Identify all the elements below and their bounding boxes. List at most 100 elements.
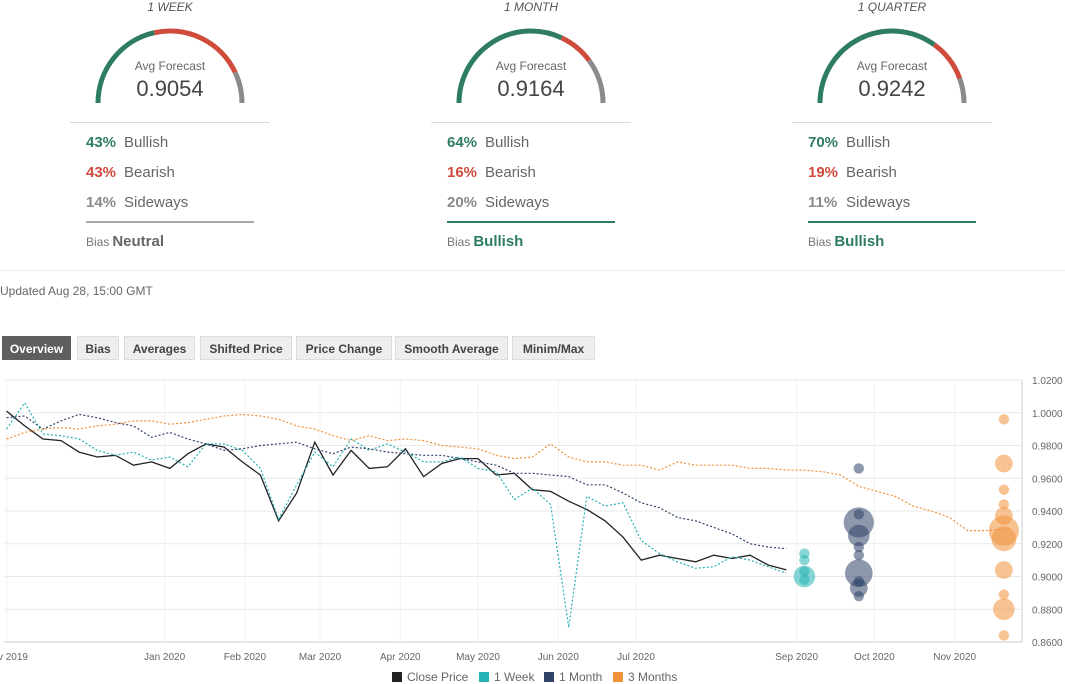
forecast-point: [799, 574, 810, 585]
tab-bias[interactable]: Bias: [77, 336, 119, 360]
bias-value: Bullish: [834, 233, 885, 250]
forecast-point: [799, 554, 810, 566]
x-tick-label: Apr 2020: [380, 652, 421, 663]
x-tick-label: Sep 2020: [775, 652, 818, 663]
x-tick-label: Mar 2020: [299, 652, 342, 663]
tab-shifted-price[interactable]: Shifted Price: [200, 336, 292, 360]
bullish-pct: 64%: [447, 134, 478, 151]
forecast-point: [994, 454, 1013, 473]
bias-value: Bullish: [473, 233, 524, 250]
gauge-arc-bull: [817, 28, 936, 104]
gauge-arc-side: [587, 59, 606, 104]
avg-forecast-value: 0.9242: [858, 76, 926, 101]
bias-label: Bias: [447, 235, 471, 249]
forecast-point: [998, 484, 1010, 495]
avg-forecast-value: 0.9054: [136, 76, 204, 101]
series-line-close-price: [6, 410, 787, 571]
gauge-arc-bear: [932, 42, 963, 80]
x-tick-label: Oct 2020: [854, 652, 895, 663]
bearish-label: Bearish: [846, 164, 897, 181]
sideways-label: Sideways: [846, 194, 911, 211]
divider: [792, 122, 992, 123]
forecast-point: [998, 589, 1010, 600]
tab-smooth-average[interactable]: Smooth Average: [395, 336, 508, 360]
panel-1-quarter: 1 QUARTER Avg Forecast 0.9242 70% Bullish…: [792, 0, 1032, 260]
tab-overview[interactable]: Overview: [2, 336, 71, 360]
forecast-point: [853, 541, 865, 553]
forecast-point: [998, 499, 1010, 510]
forecast-point: [848, 524, 870, 547]
bias-underline: [86, 221, 254, 223]
bias-label: Bias: [86, 235, 110, 249]
legend-3-months[interactable]: 3 Months: [613, 670, 677, 684]
bullish-label: Bullish: [846, 134, 891, 151]
legend-swatch: [392, 672, 402, 682]
sideways-row: 11% Sideways: [808, 194, 910, 211]
legend-1-month[interactable]: 1 Month: [544, 670, 602, 684]
avg-forecast-label: Avg Forecast: [856, 59, 928, 73]
tab-minim-max[interactable]: Minim/Max: [512, 336, 595, 360]
panel-title: 1 WEEK: [147, 0, 193, 14]
forecast-gauge: [456, 28, 606, 104]
panel-1-week: 1 WEEK Avg Forecast 0.9054 43% Bullish 43…: [70, 0, 310, 260]
chart-grid: [4, 379, 1022, 643]
gauge-arc-bear: [153, 28, 238, 74]
bias-row: Bias Neutral: [86, 233, 164, 250]
y-tick-label: 1.0200: [1032, 376, 1063, 387]
sideways-row: 20% Sideways: [447, 194, 549, 211]
section-divider: [0, 270, 1065, 271]
bearish-label: Bearish: [485, 164, 536, 181]
x-tick-label: Nov 2020: [933, 652, 976, 663]
forecast-points-1-week: [793, 548, 816, 588]
gauge-arc-bear: [560, 35, 592, 63]
legend-close-price[interactable]: Close Price: [392, 670, 468, 684]
forecast-point: [849, 579, 868, 597]
forecast-points-3-months: [988, 414, 1019, 641]
forecast-point: [998, 630, 1010, 641]
bearish-pct: 19%: [808, 164, 839, 181]
forecast-point: [853, 590, 865, 602]
bearish-row: 43% Bearish: [86, 164, 175, 181]
sideways-row: 14% Sideways: [86, 194, 188, 211]
bias-label: Bias: [808, 235, 832, 249]
y-tick-label: 0.9600: [1032, 474, 1063, 485]
forecast-point: [993, 598, 1015, 621]
bullish-row: 64% Bullish: [447, 134, 529, 151]
sideways-pct: 11%: [808, 194, 838, 211]
bearish-label: Bearish: [124, 164, 175, 181]
x-tick-label: Jan 2020: [144, 652, 186, 663]
bearish-pct: 43%: [86, 164, 117, 181]
bias-row: Bias Bullish: [808, 233, 884, 250]
forecast-point: [994, 561, 1013, 579]
forecast-point: [991, 526, 1017, 552]
tab-price-change[interactable]: Price Change: [296, 336, 392, 360]
bias-underline: [447, 221, 615, 223]
forecast-point: [853, 463, 865, 474]
bullish-row: 70% Bullish: [808, 134, 890, 151]
bullish-row: 43% Bullish: [86, 134, 168, 151]
bias-value: Neutral: [112, 233, 165, 250]
forecast-point: [998, 414, 1010, 425]
bullish-pct: 70%: [808, 134, 839, 151]
sideways-label: Sideways: [124, 194, 189, 211]
legend-label: 1 Week: [494, 670, 535, 684]
legend-swatch: [613, 672, 623, 682]
legend-label: 3 Months: [628, 670, 678, 684]
forecast-gauge: [817, 28, 967, 104]
x-tick-label: Nov 2019: [0, 652, 28, 663]
series-line-1-month: [6, 413, 787, 550]
y-tick-label: 1.0000: [1032, 409, 1063, 420]
bearish-row: 16% Bearish: [447, 164, 536, 181]
bullish-pct: 43%: [86, 134, 117, 151]
y-tick-label: 0.9000: [1032, 573, 1063, 584]
legend-label: Close Price: [407, 670, 469, 684]
legend-1-week[interactable]: 1 Week: [479, 670, 534, 684]
x-tick-label: Feb 2020: [224, 652, 267, 663]
panel-title: 1 MONTH: [504, 0, 558, 14]
tab-averages[interactable]: Averages: [124, 336, 195, 360]
sideways-label: Sideways: [485, 194, 550, 211]
avg-forecast-value: 0.9164: [497, 76, 565, 101]
x-tick-label: Jun 2020: [538, 652, 580, 663]
y-tick-label: 0.8600: [1032, 638, 1063, 649]
bullish-label: Bullish: [485, 134, 530, 151]
